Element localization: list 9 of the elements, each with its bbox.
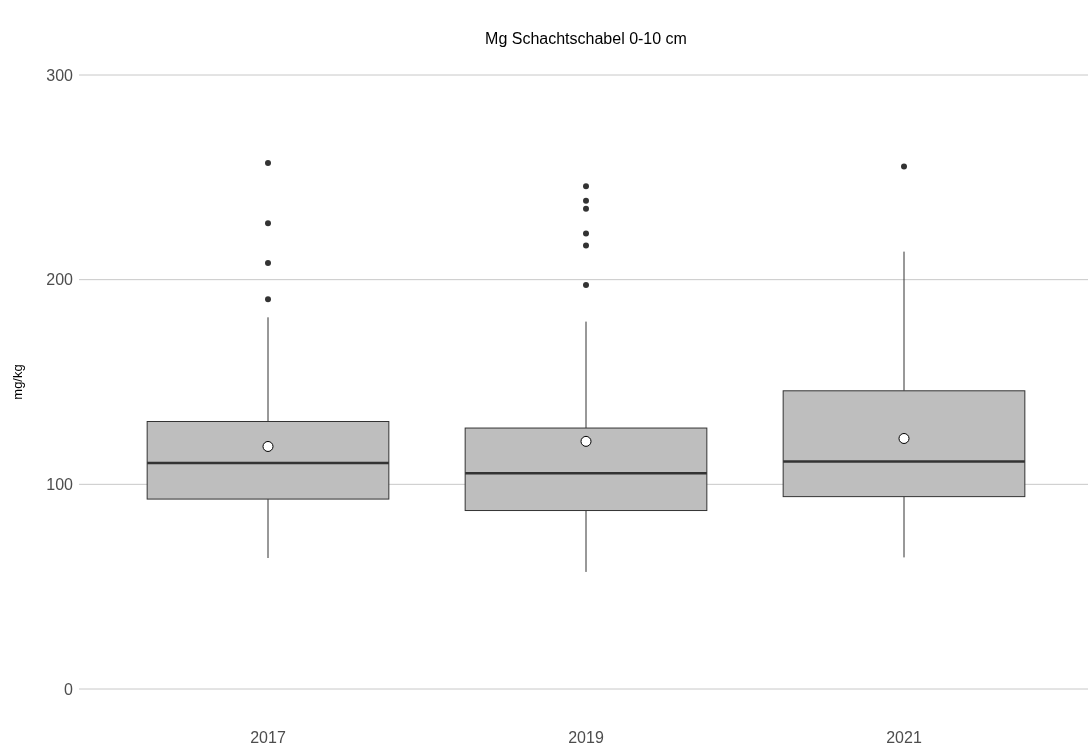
x-tick-label: 2021: [886, 729, 922, 746]
y-tick-label: 300: [46, 66, 74, 84]
y-tick-label: 0: [64, 680, 74, 698]
chart-title: Mg Schachtschabel 0-10 cm: [485, 30, 687, 47]
y-axis-title: mg/kg: [10, 364, 25, 400]
x-tick-label: 2017: [250, 729, 286, 746]
y-tick-label: 100: [46, 475, 74, 493]
y-tick-label: 200: [46, 271, 74, 289]
x-tick-label: 2019: [568, 729, 604, 746]
